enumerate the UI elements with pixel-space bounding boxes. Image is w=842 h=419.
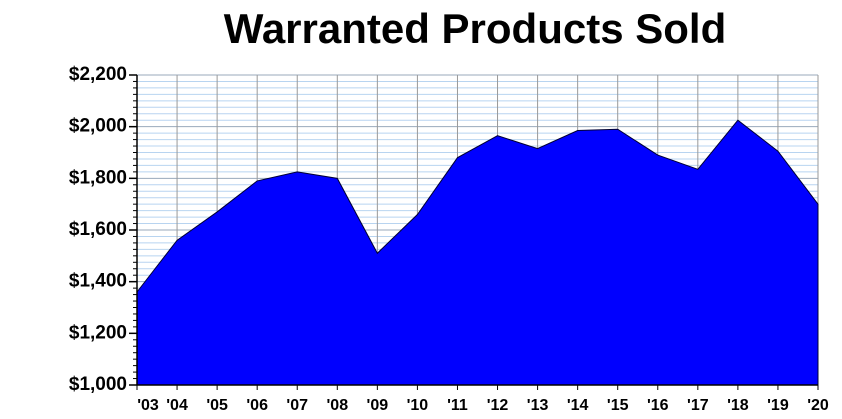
x-tick-label: '10 — [407, 397, 429, 414]
x-tick-label: '09 — [367, 397, 389, 414]
x-tick-label: '18 — [727, 397, 749, 414]
x-tick-label: '12 — [487, 397, 509, 414]
x-tick-label: '05 — [206, 397, 228, 414]
x-tick-label: '17 — [687, 397, 709, 414]
y-tick-label: $1,200 — [69, 322, 127, 343]
x-tick-label: '15 — [607, 397, 629, 414]
x-tick-label: '11 — [447, 397, 468, 414]
x-tick-label: '14 — [567, 397, 589, 414]
y-tick-label: $1,600 — [69, 219, 127, 240]
y-tick-label: $1,800 — [69, 167, 127, 188]
area — [136, 119, 819, 386]
y-tick-label: $2,000 — [69, 116, 127, 137]
y-tick-label: $2,200 — [69, 64, 127, 85]
x-tick-label: '06 — [246, 397, 268, 414]
x-tick-label: '13 — [527, 397, 549, 414]
x-tick-label: '07 — [286, 397, 308, 414]
y-tick-label: $1,400 — [69, 271, 127, 292]
x-tick-label: '16 — [647, 397, 669, 414]
x-tick-label: '19 — [767, 397, 789, 414]
chart-title: Warranted Products Sold — [224, 5, 727, 52]
x-tick-label: '04 — [166, 397, 188, 414]
x-tick-label: '20 — [807, 397, 829, 414]
x-tick-label: '03 — [137, 397, 159, 414]
y-tick-label: $1,000 — [69, 374, 127, 395]
x-tick-label: '08 — [326, 397, 348, 414]
